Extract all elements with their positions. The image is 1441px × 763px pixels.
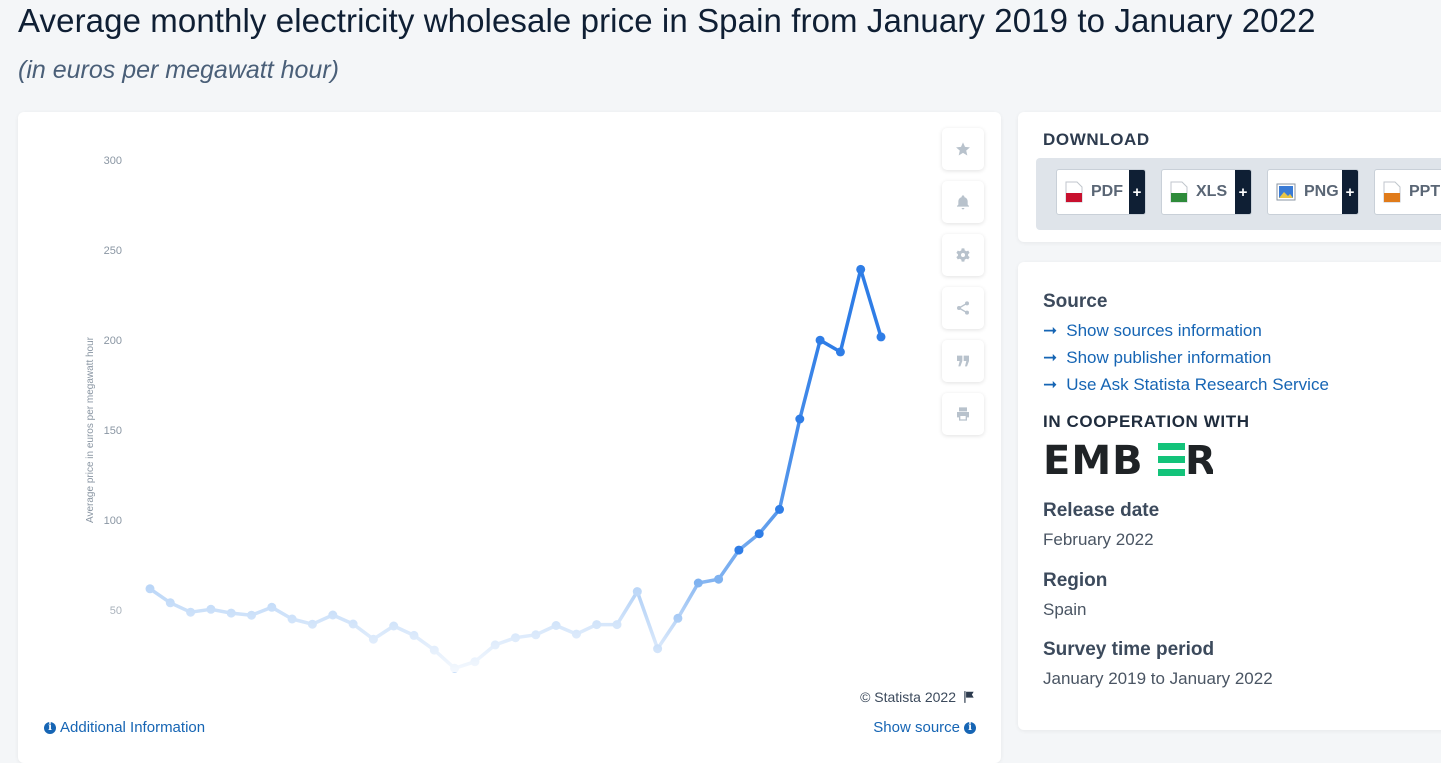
share-icon — [957, 301, 969, 315]
arrow-right-icon: ➞ — [1043, 375, 1058, 394]
xls-plus: + — [1235, 170, 1251, 214]
data-point[interactable] — [754, 529, 764, 539]
star-icon — [956, 142, 970, 156]
ember-logo: EMB R — [1043, 440, 1213, 478]
release-date-value: February 2022 — [1043, 530, 1154, 549]
quote-icon — [957, 355, 969, 367]
data-point[interactable] — [734, 545, 744, 555]
survey-period-heading: Survey time period — [1043, 639, 1215, 660]
bell-icon — [957, 195, 969, 210]
settings-button[interactable] — [942, 234, 984, 276]
y-tick-label: 150 — [104, 425, 122, 437]
gear-icon — [956, 248, 970, 262]
page-subtitle: (in euros per megawatt hour) — [18, 56, 339, 84]
copyright: © Statista 2022 — [860, 689, 976, 705]
flag-icon[interactable] — [962, 690, 976, 704]
download-pdf-button[interactable]: PDF + — [1056, 169, 1146, 215]
download-xls-button[interactable]: XLS + — [1161, 169, 1252, 215]
arrow-right-icon: ➞ — [1043, 321, 1058, 340]
data-point[interactable] — [815, 335, 825, 345]
data-point[interactable] — [795, 414, 805, 424]
data-point[interactable] — [775, 504, 784, 514]
y-tick-label: 300 — [104, 155, 122, 167]
show-sources-link[interactable]: ➞ Show sources information — [1043, 321, 1262, 341]
download-bar: PDF + XLS + PNG + PPT — [1036, 158, 1441, 230]
additional-information-label: Additional Information — [60, 719, 206, 736]
ppt-file-icon — [1383, 181, 1401, 203]
print-icon — [957, 407, 969, 421]
line-chart: 50100150200250300 Average price in euros… — [18, 155, 1001, 673]
additional-information-link[interactable]: i Additional Information — [44, 719, 205, 736]
survey-period-value: January 2019 to January 2022 — [1043, 669, 1273, 688]
cooperation-heading: IN COOPERATION WITH — [1043, 412, 1250, 431]
y-tick-label: 250 — [104, 245, 122, 257]
png-plus: + — [1342, 170, 1358, 214]
xls-file-icon — [1170, 181, 1188, 203]
download-ppt-button[interactable]: PPT — [1374, 169, 1441, 215]
info-icon: i — [964, 721, 976, 734]
download-png-button[interactable]: PNG + — [1267, 169, 1359, 215]
y-axis-label: Average price in euros per megawatt hour — [85, 336, 96, 523]
pdf-file-icon — [1065, 181, 1083, 203]
pdf-label: PDF — [1091, 183, 1123, 200]
png-file-icon — [1276, 183, 1296, 201]
data-point[interactable] — [835, 347, 845, 357]
y-tick-label: 200 — [104, 335, 122, 347]
chart-card: 50100150200250300 Average price in euros… — [18, 112, 1001, 763]
pdf-plus: + — [1129, 170, 1145, 214]
research-service-label: Use Ask Statista Research Service — [1066, 375, 1329, 394]
png-label: PNG — [1304, 183, 1339, 200]
y-axis: 50100150200250300 — [104, 155, 122, 617]
show-publisher-link[interactable]: ➞ Show publisher information — [1043, 348, 1271, 368]
svg-text:R: R — [1185, 440, 1213, 478]
info-panel: Source ➞ Show sources information ➞ Show… — [1018, 262, 1441, 730]
arrow-right-icon: ➞ — [1043, 348, 1058, 367]
region-value: Spain — [1043, 600, 1087, 619]
show-source-link[interactable]: Show source i — [873, 719, 976, 736]
y-tick-label: 100 — [104, 515, 122, 527]
release-date-heading: Release date — [1043, 500, 1160, 521]
info-icon: i — [44, 721, 56, 734]
show-publisher-label: Show publisher information — [1066, 348, 1272, 367]
share-button[interactable] — [942, 287, 984, 329]
data-point[interactable] — [714, 574, 724, 584]
download-heading: DOWNLOAD — [1043, 130, 1150, 149]
page-title: Average monthly electricity wholesale pr… — [18, 2, 1316, 39]
data-point[interactable] — [876, 332, 886, 342]
source-heading: Source — [1043, 291, 1108, 312]
svg-text:EMB: EMB — [1043, 440, 1144, 478]
xls-label: XLS — [1196, 183, 1228, 200]
download-panel: DOWNLOAD PDF + XLS + PNG + PPT — [1018, 112, 1441, 242]
ppt-label: PPT — [1409, 183, 1441, 200]
data-point[interactable] — [856, 264, 866, 274]
notification-button[interactable] — [942, 181, 984, 223]
cite-button[interactable] — [942, 340, 984, 382]
region-heading: Region — [1043, 570, 1108, 591]
favorite-button[interactable] — [942, 128, 984, 170]
copyright-text: © Statista 2022 — [860, 689, 956, 705]
show-sources-label: Show sources information — [1066, 321, 1262, 340]
research-service-link[interactable]: ➞ Use Ask Statista Research Service — [1043, 375, 1329, 395]
print-button[interactable] — [942, 393, 984, 435]
bottom-fade — [18, 582, 1001, 672]
show-source-label: Show source — [873, 719, 960, 736]
